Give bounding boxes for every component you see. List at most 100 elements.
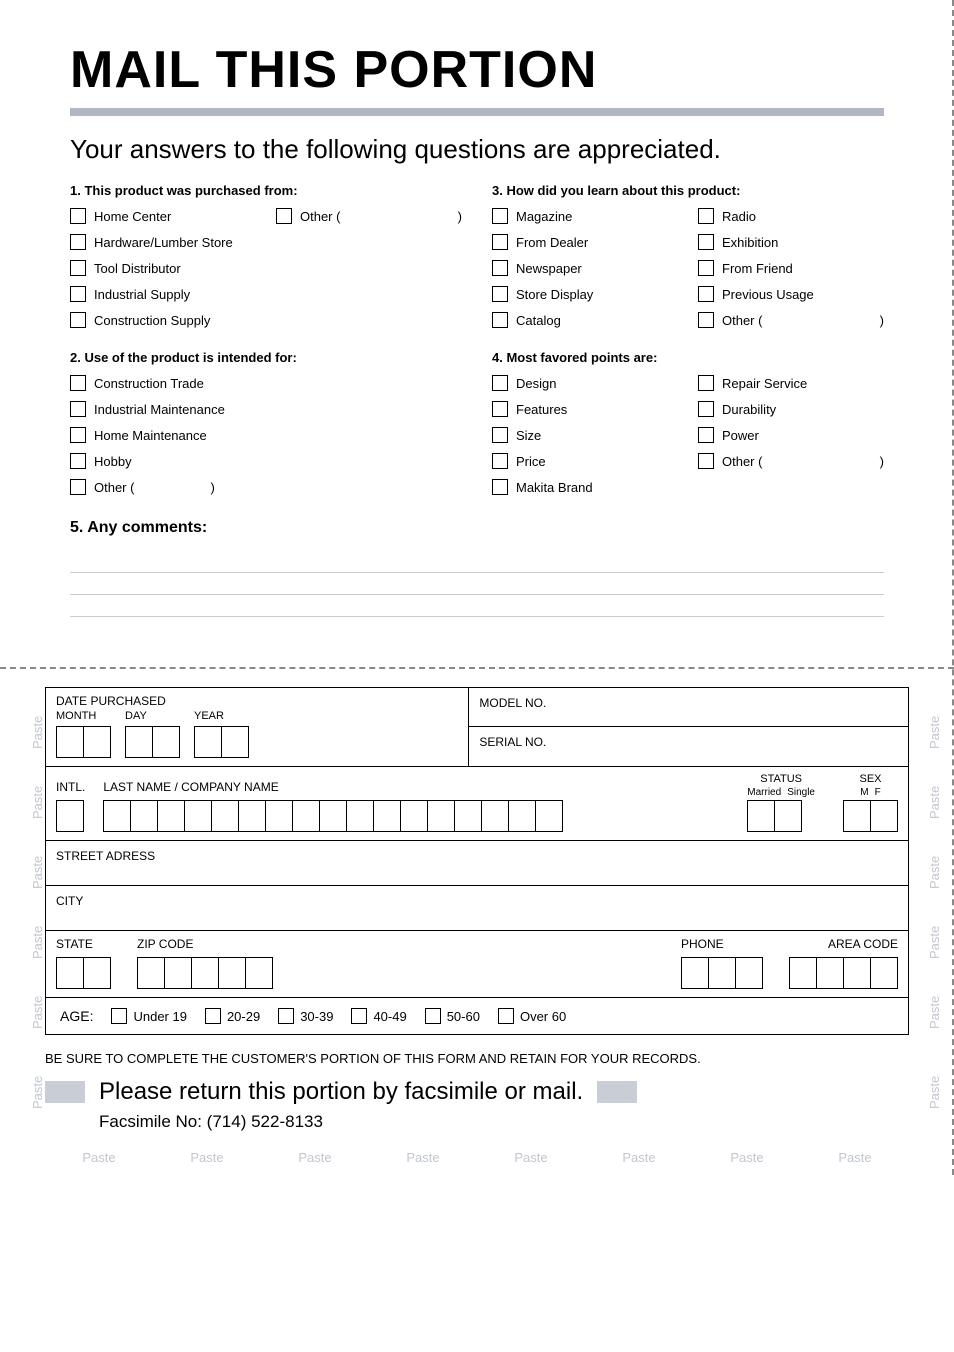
checkbox-icon: [111, 1008, 127, 1024]
row-name: INTL. LAST NAME / COMPANY NAME STATUS Ma…: [46, 767, 908, 841]
q1-opt-other[interactable]: Other (): [276, 206, 462, 226]
age-opt[interactable]: Under 19: [111, 1008, 186, 1024]
status-group[interactable]: STATUS MarriedSingle: [747, 773, 815, 832]
age-opt-label: Under 19: [133, 1009, 186, 1024]
grey-block-icon: [597, 1081, 637, 1103]
q1-label: Industrial Supply: [94, 287, 190, 302]
q3-opt-other[interactable]: Other (): [698, 310, 884, 330]
paste-label: Paste: [30, 856, 45, 889]
q3-opt[interactable]: Previous Usage: [698, 284, 884, 304]
checkbox-icon: [492, 234, 508, 250]
areacode-group[interactable]: AREA CODE: [789, 938, 898, 989]
paste-label: Paste: [927, 1076, 942, 1109]
q4-opt[interactable]: Features: [492, 399, 678, 419]
q5-head: 5. Any comments:: [70, 519, 884, 537]
q1-label: Construction Supply: [94, 313, 210, 328]
q3-opt[interactable]: From Friend: [698, 258, 884, 278]
age-opt-label: 40-49: [373, 1009, 406, 1024]
q4-opt[interactable]: Price: [492, 451, 678, 471]
title-rule: [70, 108, 884, 116]
q1-opt[interactable]: Industrial Supply: [70, 284, 256, 304]
checkbox-icon: [70, 427, 86, 443]
q3-opt[interactable]: Catalog: [492, 310, 678, 330]
age-opt[interactable]: 20-29: [205, 1008, 260, 1024]
q4-opt[interactable]: Power: [698, 425, 884, 445]
month-group[interactable]: MONTH: [56, 710, 111, 758]
grey-block-icon: [45, 1081, 85, 1103]
age-opt[interactable]: 40-49: [351, 1008, 406, 1024]
paste-label: Paste: [622, 1150, 655, 1165]
paste-label: Paste: [927, 786, 942, 819]
paste-label: Paste: [927, 716, 942, 749]
year-group[interactable]: YEAR: [194, 710, 249, 758]
comments-area[interactable]: [70, 551, 884, 617]
row-street[interactable]: STREET ADRESS: [46, 841, 908, 886]
q2-head: 2. Use of the product is intended for:: [70, 350, 462, 365]
q1-opt[interactable]: Hardware/Lumber Store: [70, 232, 256, 252]
checkbox-icon: [498, 1008, 514, 1024]
q3-label: Store Display: [516, 287, 593, 302]
q1-opt[interactable]: Home Center: [70, 206, 256, 226]
paste-label: Paste: [82, 1150, 115, 1165]
paste-label: Paste: [838, 1150, 871, 1165]
q4-opt[interactable]: Design: [492, 373, 678, 393]
model-no-field[interactable]: MODEL NO.: [469, 688, 908, 727]
checkbox-icon: [70, 479, 86, 495]
q2-opt[interactable]: Hobby: [70, 451, 462, 471]
comment-line: [70, 551, 884, 573]
paste-label: Paste: [298, 1150, 331, 1165]
q3-opt[interactable]: From Dealer: [492, 232, 678, 252]
sex-group[interactable]: SEX MF: [843, 773, 898, 832]
checkbox-icon: [698, 260, 714, 276]
q3-opt[interactable]: Newspaper: [492, 258, 678, 278]
zip-label: ZIP CODE: [137, 937, 273, 951]
paste-label: Paste: [730, 1150, 763, 1165]
checkbox-icon: [492, 375, 508, 391]
checkbox-icon: [698, 208, 714, 224]
q4-opt[interactable]: Size: [492, 425, 678, 445]
row-date-model: DATE PURCHASED MONTH DAY YEAR: [46, 688, 908, 767]
checkbox-icon: [698, 375, 714, 391]
row-city[interactable]: CITY: [46, 886, 908, 931]
day-group[interactable]: DAY: [125, 710, 180, 758]
q4-opt[interactable]: Durability: [698, 399, 884, 419]
intl-group[interactable]: INTL.: [56, 780, 85, 832]
zip-group[interactable]: ZIP CODE: [137, 937, 273, 989]
age-opt[interactable]: Over 60: [498, 1008, 566, 1024]
checkbox-icon: [698, 453, 714, 469]
year-label: YEAR: [194, 710, 249, 722]
checkbox-icon: [70, 453, 86, 469]
q2-opt[interactable]: Home Maintenance: [70, 425, 462, 445]
q3-opt[interactable]: Magazine: [492, 206, 678, 226]
serial-no-field[interactable]: SERIAL NO.: [469, 727, 908, 765]
paren-close: ): [880, 313, 884, 328]
checkbox-icon: [698, 234, 714, 250]
checkbox-icon: [351, 1008, 367, 1024]
state-group[interactable]: STATE: [56, 937, 111, 989]
q2-opt[interactable]: Industrial Maintenance: [70, 399, 462, 419]
q1-options: Home Center Hardware/Lumber Store Tool D…: [70, 206, 462, 336]
q4-label: Durability: [722, 402, 776, 417]
q1-opt[interactable]: Tool Distributor: [70, 258, 256, 278]
q2-opt-other[interactable]: Other (): [70, 477, 462, 497]
q1-label: Tool Distributor: [94, 261, 181, 276]
q1-opt[interactable]: Construction Supply: [70, 310, 256, 330]
checkbox-icon: [698, 312, 714, 328]
age-label: AGE:: [60, 1008, 93, 1024]
q4-opt[interactable]: Repair Service: [698, 373, 884, 393]
lower-section: Paste Paste Paste Paste Paste Paste Past…: [0, 669, 954, 1175]
q4-opt[interactable]: Makita Brand: [492, 477, 678, 497]
phone-group[interactable]: PHONE: [681, 937, 763, 989]
state-label: STATE: [56, 937, 111, 951]
age-opt[interactable]: 50-60: [425, 1008, 480, 1024]
q4-opt-other[interactable]: Other (): [698, 451, 884, 471]
checkbox-icon: [492, 479, 508, 495]
q3-opt[interactable]: Exhibition: [698, 232, 884, 252]
q3-opt[interactable]: Radio: [698, 206, 884, 226]
q4-label: Power: [722, 428, 759, 443]
married-label: Married: [747, 787, 781, 798]
q3-opt[interactable]: Store Display: [492, 284, 678, 304]
name-group[interactable]: LAST NAME / COMPANY NAME: [103, 780, 729, 832]
age-opt[interactable]: 30-39: [278, 1008, 333, 1024]
q2-opt[interactable]: Construction Trade: [70, 373, 462, 393]
